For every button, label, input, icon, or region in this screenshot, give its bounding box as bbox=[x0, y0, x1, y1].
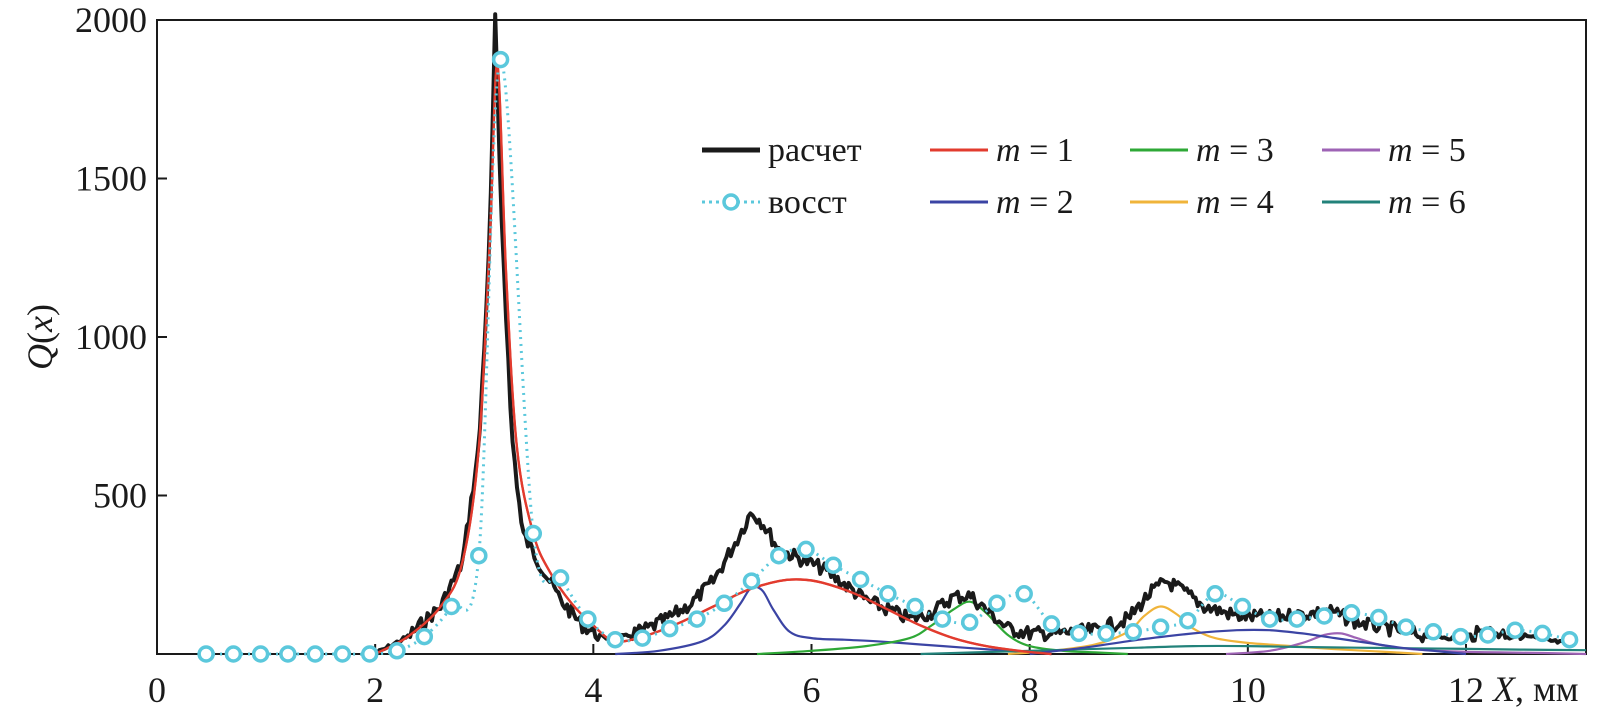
x-tick-label: 0 bbox=[148, 670, 166, 710]
series-point-vosst bbox=[1042, 615, 1061, 633]
series-line-m6 bbox=[920, 644, 1587, 656]
series-point-vosst bbox=[606, 630, 624, 649]
legend-marker-восст bbox=[722, 193, 740, 211]
series-point-vosst bbox=[988, 594, 1006, 613]
series-point-vosst bbox=[551, 569, 570, 587]
legend-label-m6: m = 6 bbox=[1388, 184, 1466, 221]
series-point-vosst bbox=[1397, 618, 1415, 636]
series-point-vosst bbox=[279, 645, 297, 663]
series-point-vosst bbox=[524, 524, 543, 543]
series-point-vosst bbox=[660, 619, 679, 638]
series-point-vosst bbox=[770, 546, 788, 565]
series-line-m2 bbox=[615, 585, 1052, 656]
series-point-vosst bbox=[306, 645, 324, 663]
legend-label-m2: m = 2 bbox=[996, 184, 1074, 221]
series-point-vosst bbox=[960, 613, 979, 632]
series-point-vosst bbox=[1315, 607, 1333, 625]
series-point-vosst bbox=[906, 597, 924, 616]
series-line-raschet bbox=[374, 12, 1577, 656]
series-point-vosst bbox=[1233, 597, 1252, 616]
legend-label-m4: m = 4 bbox=[1196, 184, 1274, 221]
x-tick-label: 8 bbox=[1021, 670, 1039, 710]
series-point-vosst bbox=[1560, 630, 1579, 649]
series-point-vosst bbox=[415, 627, 434, 646]
x-tick-label: 6 bbox=[803, 670, 821, 710]
series-point-vosst bbox=[633, 629, 652, 647]
legend-label-m1: m = 1 bbox=[996, 132, 1074, 169]
series-point-vosst bbox=[1342, 604, 1361, 622]
series-line-m1-overlay bbox=[374, 63, 1052, 656]
series-point-vosst bbox=[224, 645, 243, 663]
series-point-vosst bbox=[1533, 624, 1552, 643]
series-point-vosst bbox=[1070, 624, 1088, 643]
x-tick-label: 4 bbox=[584, 670, 602, 710]
series-point-vosst bbox=[1179, 611, 1197, 630]
series-point-vosst bbox=[933, 610, 952, 628]
series-point-vosst bbox=[1369, 608, 1388, 627]
legend: расчет m = 1 m = 3 m = 5 восст m = 2 m = 4 m = … bbox=[702, 132, 1466, 221]
plot-frame bbox=[156, 19, 1587, 655]
x-axis: 0 2 4 6 8 10 12 bbox=[148, 644, 1484, 710]
series-point-vosst bbox=[491, 50, 510, 69]
legend-label-m5: m = 5 bbox=[1388, 132, 1466, 169]
series-point-vosst bbox=[1124, 623, 1143, 641]
legend-label-расчет: расчет bbox=[768, 132, 862, 169]
series-point-vosst bbox=[388, 642, 406, 660]
series-point-vosst bbox=[1097, 624, 1115, 643]
series-point-vosst bbox=[1451, 627, 1470, 646]
series-point-vosst bbox=[1424, 623, 1443, 641]
series-point-vosst bbox=[1151, 618, 1170, 636]
series-point-vosst bbox=[851, 570, 870, 589]
x-tick-label: 2 bbox=[366, 670, 384, 710]
series-line-m1 bbox=[374, 63, 1052, 656]
legend-label-m3: m = 3 bbox=[1196, 132, 1274, 169]
series-point-vosst bbox=[879, 585, 897, 603]
series-point-vosst bbox=[1015, 585, 1033, 603]
series-point-vosst bbox=[333, 645, 352, 663]
series-point-vosst bbox=[1288, 610, 1306, 628]
y-axis: 500 1000 1500 2000 bbox=[75, 0, 167, 516]
series-point-vosst bbox=[824, 556, 843, 574]
series-point-vosst bbox=[742, 572, 761, 590]
series-point-vosst bbox=[197, 645, 215, 663]
y-tick-label: 1000 bbox=[75, 317, 147, 357]
series-point-vosst bbox=[470, 546, 488, 565]
series-point-vosst bbox=[1479, 626, 1497, 644]
series-point-vosst bbox=[360, 645, 379, 663]
y-tick-label: 2000 bbox=[75, 0, 147, 40]
y-tick-label: 1500 bbox=[75, 159, 147, 199]
series-point-vosst bbox=[442, 597, 461, 616]
series-line-m5 bbox=[1225, 632, 1587, 656]
x-tick-label: 12 bbox=[1448, 670, 1484, 710]
series-point-vosst bbox=[1506, 621, 1524, 639]
plot-series bbox=[197, 12, 1587, 663]
series-point-vosst bbox=[797, 540, 815, 559]
y-tick-label: 500 bbox=[93, 476, 147, 516]
series-point-vosst bbox=[1206, 585, 1224, 603]
series-point-vosst bbox=[1260, 610, 1279, 628]
x-axis-title: X, мм bbox=[1491, 669, 1579, 709]
y-axis-title: Q(x) bbox=[20, 304, 60, 370]
legend-label-восст: восст bbox=[768, 184, 847, 221]
series-point-vosst bbox=[715, 594, 733, 613]
x-tick-label: 10 bbox=[1230, 670, 1266, 710]
series-point-vosst bbox=[688, 610, 706, 628]
series-point-vosst bbox=[579, 610, 597, 628]
series-point-vosst bbox=[251, 645, 270, 663]
